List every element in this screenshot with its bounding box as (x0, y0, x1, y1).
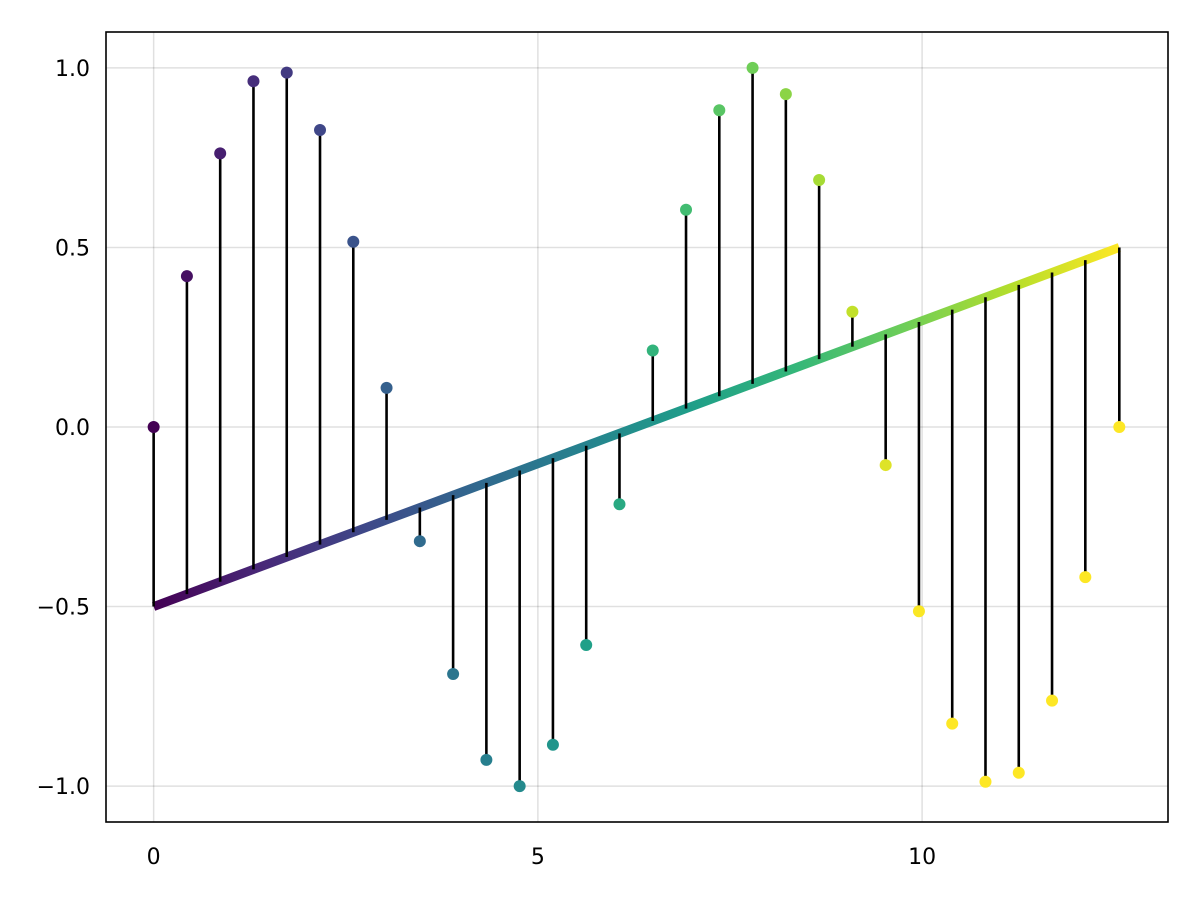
stem-markers (147, 61, 1126, 793)
offset-line-group (152, 243, 1121, 611)
stem-marker-2 (214, 147, 227, 160)
stem-marker-3 (247, 75, 260, 88)
stem-marker-1 (180, 270, 193, 283)
axis-frame (105, 31, 1169, 823)
y-tick-label-4: 1.0 (55, 57, 90, 82)
x-tick-label-2: 10 (908, 845, 936, 870)
stem-marker-26 (1012, 766, 1025, 779)
stem-marker-18 (746, 61, 759, 74)
x-tick-label-0: 0 (147, 845, 161, 870)
stem-marker-9 (447, 668, 460, 681)
y-tick-label-0: −1.0 (37, 775, 90, 800)
stem-marker-24 (946, 717, 959, 730)
stem-marker-13 (580, 638, 593, 651)
stem-marker-17 (713, 104, 726, 117)
stem-marker-7 (380, 381, 393, 394)
stem-marker-20 (813, 173, 826, 186)
stem-marker-16 (680, 203, 693, 216)
y-tick-label-3: 0.5 (55, 236, 90, 261)
stem-marker-15 (646, 344, 659, 357)
stem-marker-29 (1113, 421, 1126, 433)
y-tick-label-2: 0.0 (55, 416, 90, 441)
stem-marker-25 (979, 775, 992, 788)
stem-marker-22 (879, 459, 892, 472)
stem-marker-4 (280, 66, 293, 79)
stem-marker-27 (1046, 694, 1059, 707)
stem-lines (152, 67, 1121, 787)
x-tick-label-1: 5 (531, 845, 545, 870)
stem-marker-19 (779, 88, 792, 101)
stem-marker-28 (1079, 571, 1092, 584)
y-tick-labels: −1.0 −0.5 0.0 0.5 1.0 (37, 57, 90, 800)
stem-marker-11 (513, 780, 526, 793)
stem-marker-5 (314, 124, 327, 137)
y-tick-label-1: −0.5 (37, 596, 90, 621)
offset-line (152, 243, 1121, 611)
stem-marker-8 (413, 535, 426, 548)
stem-marker-14 (613, 498, 626, 511)
stem-marker-10 (480, 753, 493, 766)
x-tick-labels: 0 5 10 (147, 845, 936, 870)
stem-marker-23 (912, 605, 925, 618)
stem-marker-12 (546, 738, 559, 751)
stem-marker-0 (147, 421, 160, 433)
stem-marker-6 (347, 235, 360, 248)
stem-marker-21 (846, 305, 859, 318)
